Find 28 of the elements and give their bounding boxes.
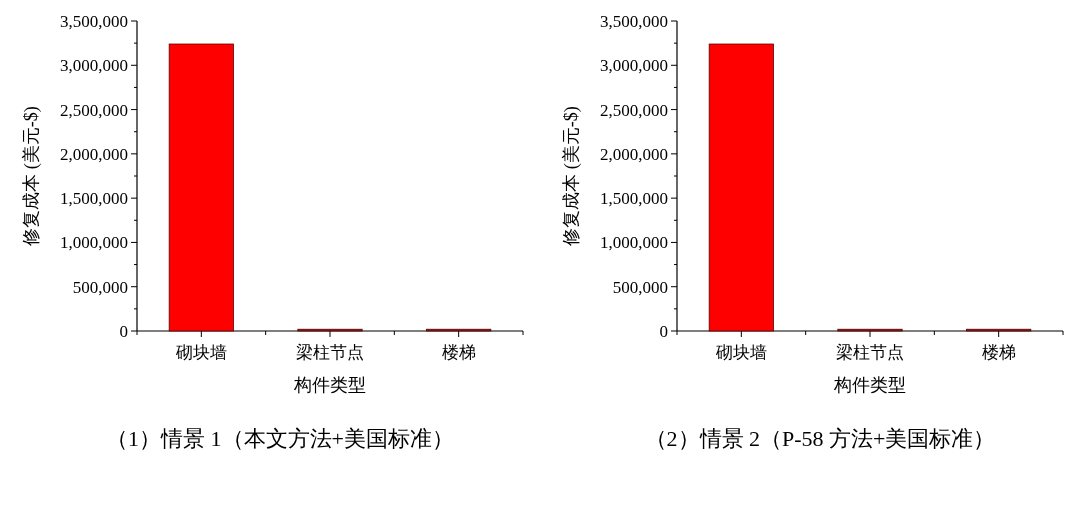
y-tick-label: 2,500,000 [60, 100, 128, 120]
y-tick-label: 500,000 [612, 277, 668, 297]
x-axis-title: 构件类型 [833, 375, 906, 395]
y-tick-label: 3,500,000 [60, 12, 128, 31]
y-tick-label: 1,000,000 [60, 233, 128, 253]
y-tick-label: 1,500,000 [600, 189, 668, 209]
y-tick-label: 1,500,000 [60, 189, 128, 209]
y-tick-label: 2,000,000 [60, 144, 128, 164]
text: （2）情景 2（P-58 方法+美国标准） [644, 426, 996, 451]
y-tick-label: 2,500,000 [600, 100, 668, 120]
y-tick-label: 2,000,000 [600, 144, 668, 164]
y-tick-label: 1,000,000 [600, 233, 668, 253]
text: （1）情景 1（本文方法+美国标准） [106, 426, 454, 451]
y-tick-label: 0 [119, 322, 128, 341]
x-tick-label: 楼梯 [441, 343, 476, 362]
y-tick-label: 3,500,000 [600, 12, 668, 31]
x-tick-label: 梁柱节点 [296, 343, 364, 362]
y-tick-label: 3,000,000 [600, 56, 668, 76]
x-tick-label: 砌块墙 [174, 343, 227, 362]
x-tick-label: 砌块墙 [714, 343, 767, 362]
x-tick-label: 梁柱节点 [836, 343, 904, 362]
y-axis-title: 修复成本 (美元-$) [21, 106, 42, 246]
y-axis-title: 修复成本 (美元-$) [561, 106, 582, 246]
y-tick-label: 0 [659, 322, 668, 341]
y-tick-label: 3,000,000 [60, 56, 128, 76]
x-tick-label: 楼梯 [981, 343, 1016, 362]
y-tick-label: 500,000 [72, 277, 128, 297]
x-axis-title: 构件类型 [293, 375, 366, 395]
